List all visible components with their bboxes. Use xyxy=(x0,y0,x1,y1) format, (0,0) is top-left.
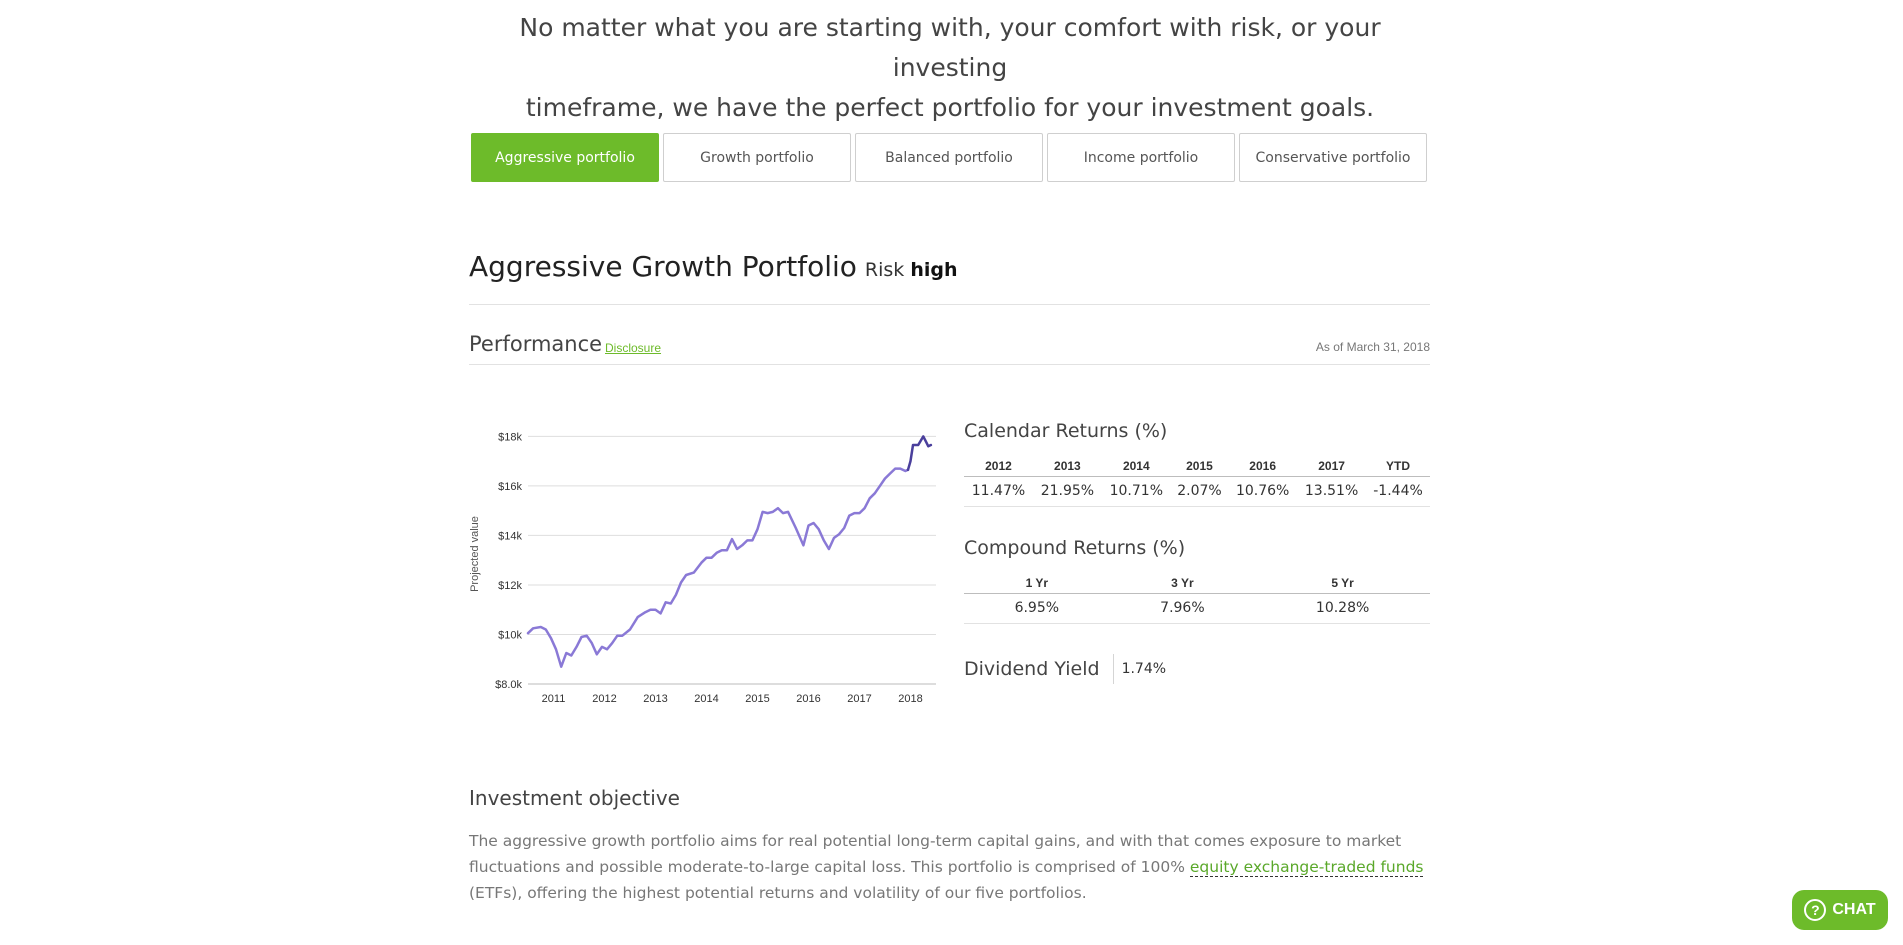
intro-line-1: No matter what you are starting with, yo… xyxy=(519,13,1381,82)
calendar-value-2013: 21.95% xyxy=(1032,476,1102,507)
tab-income[interactable]: Income portfolio xyxy=(1047,133,1235,182)
y-axis-label: Projected value xyxy=(469,516,481,592)
performance-chart: $8.0k $10k $12k $14k $16k $18k 2011 2012 2013 201… xyxy=(469,431,936,705)
objective-text-after: (ETFs), offering the highest potential r… xyxy=(469,884,1087,902)
compound-returns: Compound Returns (%) 1 Yr 3 Yr 5 Yr 6.95… xyxy=(964,537,1430,624)
objective-text-before: The aggressive growth portfolio aims for… xyxy=(469,832,1402,876)
x-tick-label-1: 2012 xyxy=(592,693,616,705)
tab-conservative[interactable]: Conservative portfolio xyxy=(1239,133,1427,182)
y-tick-label-5: $18k xyxy=(498,431,522,443)
x-tick-label-6: 2017 xyxy=(847,693,871,705)
y-tick-label-2: $12k xyxy=(498,580,522,592)
calendar-header-2013: 2013 xyxy=(1032,455,1102,477)
compound-header-5yr: 5 Yr xyxy=(1255,572,1430,594)
calendar-returns: Calendar Returns (%) 2012 2013 2014 2015… xyxy=(964,420,1430,507)
compound-returns-table: 1 Yr 3 Yr 5 Yr 6.95% 7.96% 10.28% xyxy=(964,572,1430,624)
calendar-header-2015: 2015 xyxy=(1170,455,1229,477)
x-tick-label-4: 2015 xyxy=(745,693,769,705)
tab-aggressive[interactable]: Aggressive portfolio xyxy=(471,133,659,182)
tab-growth[interactable]: Growth portfolio xyxy=(663,133,851,182)
objective-title: Investment objective xyxy=(469,786,680,810)
calendar-value-2015: 2.07% xyxy=(1170,476,1229,507)
calendar-value-ytd: -1.44% xyxy=(1366,476,1430,507)
series-line-1 xyxy=(906,435,933,472)
calendar-header-2016: 2016 xyxy=(1228,455,1298,477)
calendar-returns-title: Calendar Returns (%) xyxy=(964,420,1168,442)
calendar-value-2016: 10.76% xyxy=(1228,476,1298,507)
calendar-returns-table: 2012 2013 2014 2015 2016 2017 YTD 11.47%… xyxy=(964,455,1430,507)
y-tick-label-4: $16k xyxy=(498,481,522,493)
performance-header: Performance Disclosure As of March 31, 2… xyxy=(469,332,1430,362)
dividend-yield-title: Dividend Yield xyxy=(964,658,1100,680)
intro-text: No matter what you are starting with, yo… xyxy=(470,8,1430,128)
objective-text: The aggressive growth portfolio aims for… xyxy=(469,828,1429,906)
disclosure-link[interactable]: Disclosure xyxy=(605,341,662,355)
calendar-header-2014: 2014 xyxy=(1101,455,1171,477)
compound-header-1yr: 1 Yr xyxy=(964,572,1110,594)
etf-link[interactable]: equity exchange-traded funds xyxy=(1189,858,1424,877)
series-line-0 xyxy=(526,467,910,668)
x-tick-label-2: 2013 xyxy=(643,693,667,705)
portfolio-tabs: Aggressive portfolio Growth portfolio Ba… xyxy=(471,133,1427,182)
dividend-yield: Dividend Yield 1.74% xyxy=(964,654,1166,684)
question-icon: ? xyxy=(1804,899,1827,921)
y-tick-label-3: $14k xyxy=(498,530,522,542)
x-tick-label-0: 2011 xyxy=(542,693,566,705)
calendar-value-2017: 13.51% xyxy=(1297,476,1367,507)
compound-value-5yr: 10.28% xyxy=(1255,593,1430,624)
calendar-header-2012: 2012 xyxy=(964,455,1033,477)
x-tick-label-5: 2016 xyxy=(796,693,820,705)
x-tick-label-3: 2014 xyxy=(694,693,718,705)
performance-title: Performance xyxy=(469,332,603,356)
intro-line-2: timeframe, we have the perfect portfolio… xyxy=(525,93,1375,122)
y-tick-label-0: $8.0k xyxy=(495,679,522,691)
calendar-value-2014: 10.71% xyxy=(1101,476,1171,507)
dividend-divider xyxy=(1112,654,1114,684)
risk-label: Risk xyxy=(864,259,905,281)
portfolio-header: Aggressive Growth Portfolio Risk high xyxy=(469,250,957,283)
table-row: 11.47% 21.95% 10.71% 2.07% 10.76% 13.51%… xyxy=(964,476,1430,507)
tab-balanced[interactable]: Balanced portfolio xyxy=(855,133,1043,182)
x-tick-label-7: 2018 xyxy=(898,693,922,705)
risk-value: high xyxy=(910,259,958,281)
as-of-date: As of March 31, 2018 xyxy=(1315,340,1430,354)
calendar-header-ytd: YTD xyxy=(1366,455,1430,477)
compound-value-3yr: 7.96% xyxy=(1109,593,1256,624)
performance-divider xyxy=(469,364,1430,365)
compound-returns-title: Compound Returns (%) xyxy=(964,537,1186,559)
chat-button[interactable]: ? CHAT xyxy=(1792,890,1888,930)
header-divider xyxy=(469,304,1430,305)
calendar-value-2012: 11.47% xyxy=(964,476,1033,507)
compound-value-1yr: 6.95% xyxy=(964,593,1110,624)
portfolio-title: Aggressive Growth Portfolio xyxy=(469,250,857,283)
table-row: 6.95% 7.96% 10.28% xyxy=(964,593,1430,624)
compound-header-3yr: 3 Yr xyxy=(1109,572,1256,594)
chat-label: CHAT xyxy=(1832,901,1876,918)
calendar-header-2017: 2017 xyxy=(1297,455,1367,477)
y-tick-label-1: $10k xyxy=(498,629,522,641)
dividend-yield-value: 1.74% xyxy=(1121,661,1167,677)
